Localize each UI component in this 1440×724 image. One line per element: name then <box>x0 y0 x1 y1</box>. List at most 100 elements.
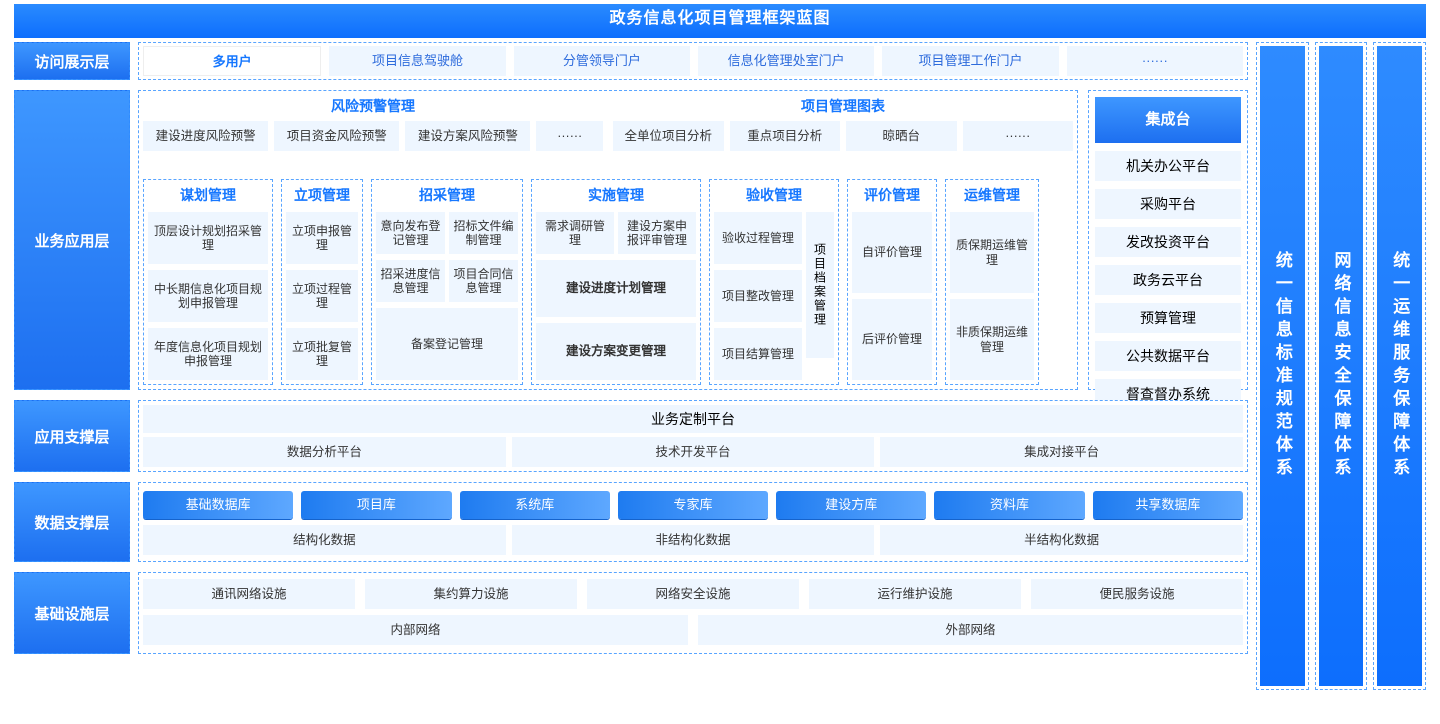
cell: 非质保期运维管理 <box>950 299 1034 380</box>
integration-column: 集成台 机关办公平台 采购平台 发改投资平台 政务云平台 预算管理 公共数据平台… <box>1088 90 1248 390</box>
support-item: 集成对接平台 <box>880 437 1243 467</box>
infra-item: 便民服务设施 <box>1031 579 1243 609</box>
tab-more[interactable]: ······ <box>1067 46 1243 76</box>
data-type: 半结构化数据 <box>880 525 1243 555</box>
infra-item: 集约算力设施 <box>365 579 577 609</box>
tab-pm[interactable]: 项目管理工作门户 <box>882 46 1058 76</box>
pillar-security: 网络信息安全保障体系 <box>1315 42 1368 690</box>
cell: 年度信息化项目规划申报管理 <box>148 328 268 380</box>
pillar-label: 统一信息标准规范体系 <box>1260 46 1305 686</box>
integration-item: 发改投资平台 <box>1095 227 1241 257</box>
cell: 中长期信息化项目规划申报管理 <box>148 270 268 322</box>
page-title: 政务信息化项目管理框架蓝图 <box>14 4 1426 38</box>
col-ops: 运维管理 质保期运维管理 非质保期运维管理 <box>945 179 1039 385</box>
support-layer: 业务定制平台 数据分析平台 技术开发平台 集成对接平台 <box>138 400 1248 472</box>
cell: 立项批复管理 <box>286 328 358 380</box>
integration-item: 公共数据平台 <box>1095 341 1241 371</box>
col-plan: 谋划管理 顶层设计规划招采管理 中长期信息化项目规划申报管理 年度信息化项目规划… <box>143 179 273 385</box>
col-accept: 验收管理 验收过程管理 项目整改管理 项目结算管理 项目档案管理 <box>709 179 839 385</box>
infra-net: 内部网络 <box>143 615 688 645</box>
db-pill: 资料库 <box>934 491 1084 519</box>
infra-item: 网络安全设施 <box>587 579 799 609</box>
col-head: 立项管理 <box>286 184 358 206</box>
layer-data: 数据支撑层 <box>14 482 130 562</box>
db-pill: 系统库 <box>460 491 610 519</box>
db-pill: 项目库 <box>301 491 451 519</box>
integration-item: 政务云平台 <box>1095 265 1241 295</box>
tab-multiuser[interactable]: 多用户 <box>143 46 321 76</box>
chart-item: ······ <box>963 121 1074 151</box>
col-head: 运维管理 <box>950 184 1034 206</box>
db-pill: 建设方库 <box>776 491 926 519</box>
support-full: 业务定制平台 <box>143 405 1243 433</box>
archive-side: 项目档案管理 <box>806 212 834 358</box>
cell: 意向发布登记管理 <box>376 212 445 254</box>
mgmt-columns: 谋划管理 顶层设计规划招采管理 中长期信息化项目规划申报管理 年度信息化项目规划… <box>143 179 1073 385</box>
access-tabs: 多用户 项目信息驾驶舱 分管领导门户 信息化管理处室门户 项目管理工作门户 ··… <box>138 42 1248 80</box>
infra-net: 外部网络 <box>698 615 1243 645</box>
db-pill: 共享数据库 <box>1093 491 1243 519</box>
cell: 后评价管理 <box>852 299 932 380</box>
col-procure: 招采管理 意向发布登记管理 招标文件编制管理 招采进度信息管理 项目合同信息管理 <box>371 179 523 385</box>
pillar-label: 统一运维服务保障体系 <box>1377 46 1422 686</box>
cell: 验收过程管理 <box>714 212 802 264</box>
blueprint-root: 政务信息化项目管理框架蓝图 访问展示层 业务应用层 应用支撑层 数据支撑层 基础… <box>0 4 1440 724</box>
cell: 项目整改管理 <box>714 270 802 322</box>
center-column: 多用户 项目信息驾驶舱 分管领导门户 信息化管理处室门户 项目管理工作门户 ··… <box>138 42 1248 690</box>
cell: 自评价管理 <box>852 212 932 293</box>
chart-item: 全单位项目分析 <box>613 121 724 151</box>
top-groups: 风险预警管理 建设进度风险预警 项目资金风险预警 建设方案风险预警 ······… <box>143 95 1073 171</box>
risk-item: 建设方案风险预警 <box>405 121 530 151</box>
layer-biz: 业务应用层 <box>14 90 130 390</box>
col-impl: 实施管理 需求调研管理 建设方案申报评审管理 建设进度计划管理 建设方案变更管理 <box>531 179 701 385</box>
layer-access: 访问展示层 <box>14 42 130 80</box>
cell: 建设进度计划管理 <box>536 260 696 317</box>
col-eval: 评价管理 自评价管理 后评价管理 <box>847 179 937 385</box>
risk-group: 风险预警管理 建设进度风险预警 项目资金风险预警 建设方案风险预警 ······ <box>143 95 603 171</box>
cell: 立项申报管理 <box>286 212 358 264</box>
cell: 备案登记管理 <box>376 308 518 380</box>
data-layer: 基础数据库 项目库 系统库 专家库 建设方库 资料库 共享数据库 结构化数据 非… <box>138 482 1248 562</box>
integration-item: 机关办公平台 <box>1095 151 1241 181</box>
layer-labels: 访问展示层 业务应用层 应用支撑层 数据支撑层 基础设施层 <box>14 42 130 690</box>
cell: 项目合同信息管理 <box>449 260 518 302</box>
col-head: 谋划管理 <box>148 184 268 206</box>
col-head: 评价管理 <box>852 184 932 206</box>
data-type: 结构化数据 <box>143 525 506 555</box>
col-head: 实施管理 <box>536 184 696 206</box>
col-approve: 立项管理 立项申报管理 立项过程管理 立项批复管理 <box>281 179 363 385</box>
infra-layer: 通讯网络设施 集约算力设施 网络安全设施 运行维护设施 便民服务设施 内部网络 … <box>138 572 1248 654</box>
chart-item: 晾晒台 <box>846 121 957 151</box>
cell: 需求调研管理 <box>536 212 614 254</box>
integration-item: 采购平台 <box>1095 189 1241 219</box>
chart-group: 项目管理图表 全单位项目分析 重点项目分析 晾晒台 ······ <box>613 95 1073 171</box>
infra-item: 通讯网络设施 <box>143 579 355 609</box>
db-pill: 基础数据库 <box>143 491 293 519</box>
chart-head: 项目管理图表 <box>613 95 1073 117</box>
tab-office[interactable]: 信息化管理处室门户 <box>698 46 874 76</box>
cell: 招标文件编制管理 <box>449 212 518 254</box>
biz-layer: 风险预警管理 建设进度风险预警 项目资金风险预警 建设方案风险预警 ······… <box>138 90 1248 390</box>
pillar-label: 网络信息安全保障体系 <box>1319 46 1364 686</box>
layer-support: 应用支撑层 <box>14 400 130 472</box>
db-pill: 专家库 <box>618 491 768 519</box>
cell: 建设方案申报评审管理 <box>618 212 696 254</box>
integration-item: 预算管理 <box>1095 303 1241 333</box>
cell: 质保期运维管理 <box>950 212 1034 293</box>
support-item: 技术开发平台 <box>512 437 875 467</box>
support-item: 数据分析平台 <box>143 437 506 467</box>
cell: 项目结算管理 <box>714 328 802 380</box>
layer-infra: 基础设施层 <box>14 572 130 654</box>
col-head: 招采管理 <box>376 184 518 206</box>
integration-head: 集成台 <box>1095 97 1241 143</box>
cell: 建设方案变更管理 <box>536 323 696 380</box>
risk-item: ······ <box>536 121 603 151</box>
col-head: 验收管理 <box>714 184 834 206</box>
chart-item: 重点项目分析 <box>730 121 841 151</box>
pillar-standard: 统一信息标准规范体系 <box>1256 42 1309 690</box>
right-pillars: 统一信息标准规范体系 网络信息安全保障体系 统一运维服务保障体系 <box>1256 42 1426 690</box>
tab-leader[interactable]: 分管领导门户 <box>514 46 690 76</box>
cell: 立项过程管理 <box>286 270 358 322</box>
risk-head: 风险预警管理 <box>143 95 603 117</box>
tab-cockpit[interactable]: 项目信息驾驶舱 <box>329 46 505 76</box>
